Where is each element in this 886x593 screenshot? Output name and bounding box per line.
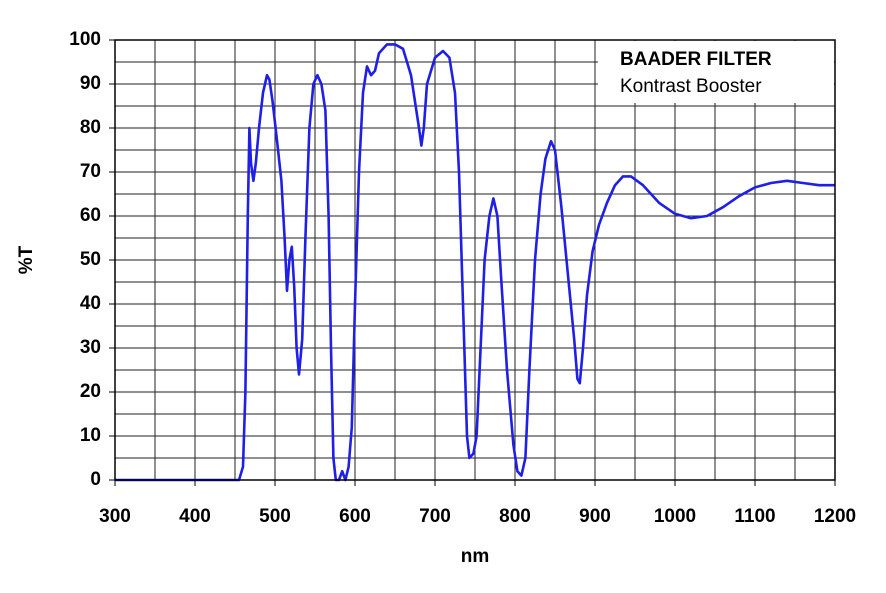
- x-tick-label: 900: [579, 506, 611, 527]
- y-axis-label: %T: [16, 245, 37, 274]
- y-tick-label: 70: [80, 161, 101, 182]
- transmission-line: [115, 43, 835, 482]
- y-tick-label: 80: [80, 117, 101, 138]
- y-tick-label: 60: [80, 205, 101, 226]
- label-box: [598, 41, 834, 103]
- x-tick-label: 1200: [814, 506, 856, 527]
- y-tick-label: 10: [80, 425, 101, 446]
- y-tick-label: 0: [90, 469, 101, 490]
- x-tick-label: 800: [499, 506, 531, 527]
- x-tick-label: 300: [99, 506, 131, 527]
- x-tick-label: 1000: [654, 506, 696, 527]
- x-tick-label: 700: [419, 506, 451, 527]
- x-tick-label: 1100: [734, 506, 775, 527]
- x-tick-label: 400: [179, 506, 211, 527]
- y-tick-label: 100: [69, 29, 101, 50]
- y-tick-label: 90: [80, 73, 101, 94]
- plot: [115, 43, 835, 482]
- y-tick-label: 40: [80, 293, 101, 314]
- plot-frame: [114, 39, 836, 481]
- x-axis-label: nm: [461, 546, 490, 567]
- x-tick-label: 500: [259, 506, 291, 527]
- chart-subtitle: Kontrast Booster: [620, 76, 762, 97]
- y-tick-label: 20: [80, 381, 101, 402]
- chart-title: BAADER FILTER: [620, 49, 772, 70]
- y-tick-label: 50: [80, 249, 101, 270]
- x-tick-label: 600: [339, 506, 371, 527]
- y-tick-label: 30: [80, 337, 101, 358]
